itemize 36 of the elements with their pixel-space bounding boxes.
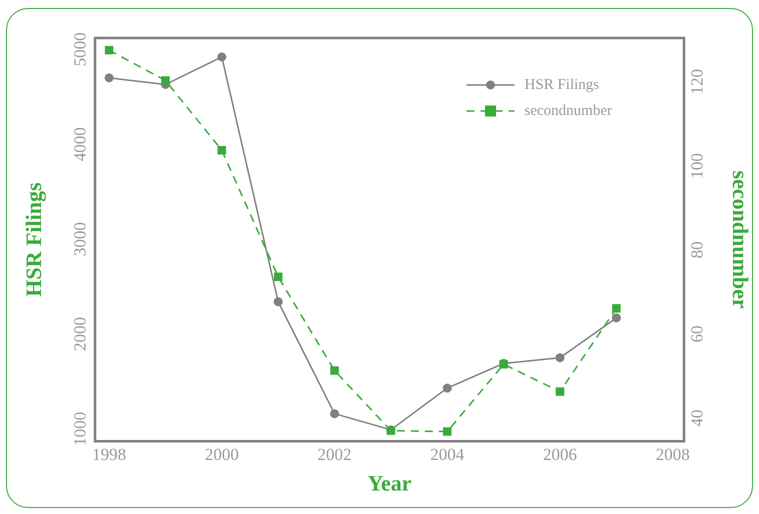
point [612,313,621,322]
y-axis-title: HSR Filings [20,182,46,297]
point [330,409,340,418]
y2-tick-label: 40 [687,410,706,427]
point [330,366,339,375]
x-tick-label: 2002 [318,444,352,464]
legend-label: secondnumber [524,102,612,119]
y-tick-label: 3000 [70,222,90,256]
x-axis-title: Year [368,470,412,496]
point [443,427,452,436]
point [442,384,452,393]
y-tick-label: 2000 [70,316,90,351]
point [274,272,282,282]
y2-tick-label: 120 [687,68,706,94]
y2-tick-label: 60 [687,325,706,342]
x-tick-label: 2008 [656,444,690,464]
point [274,297,283,306]
y-tick-label: 5000 [70,32,90,66]
y2-tick-label: 80 [687,241,706,258]
point [104,46,114,54]
point [556,387,564,396]
y-tick-label: 1000 [70,412,90,446]
legend-label: HSR Filings [524,76,600,93]
x-tick-label: 2006 [543,444,577,464]
x-tick-label: 2004 [430,444,465,464]
y2-tick-label: 100 [687,153,706,179]
point [218,146,226,154]
x-tick-label: 1998 [92,444,126,464]
point [612,304,621,313]
point [556,353,564,362]
y2-axis-title: secondnumber [728,170,754,309]
x-tick-label: 2000 [204,444,239,464]
y-tick-label: 4000 [70,127,90,162]
point [161,76,170,85]
point [104,73,114,82]
point [217,52,226,62]
